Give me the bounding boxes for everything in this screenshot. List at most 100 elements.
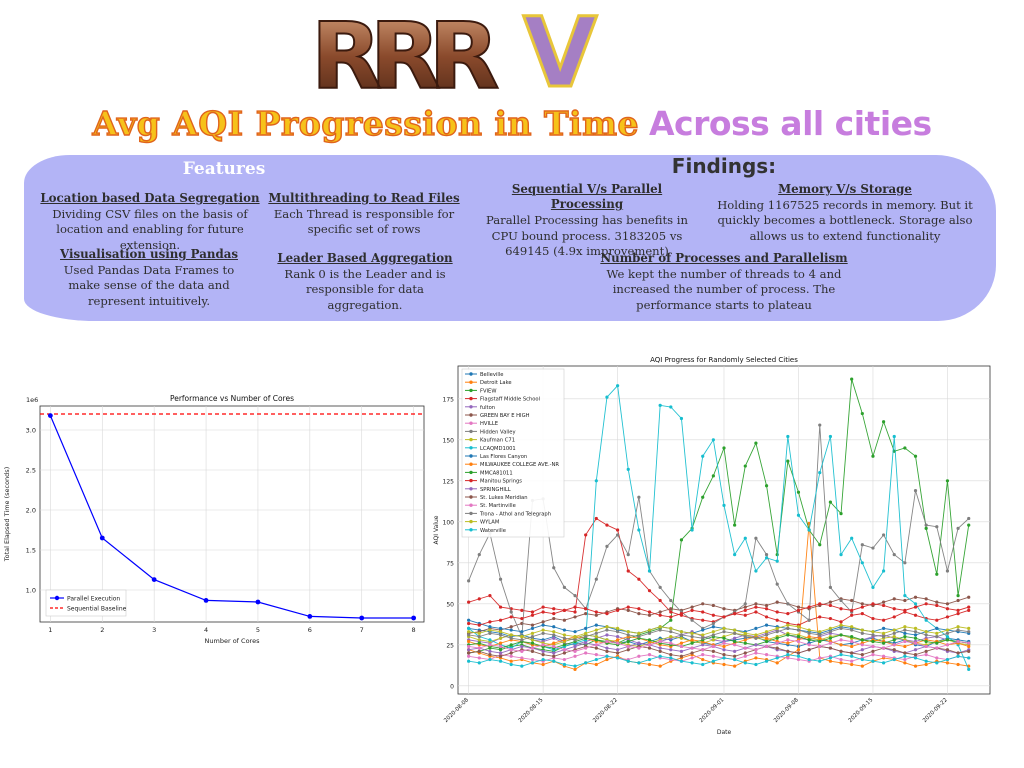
- data-point: [552, 636, 556, 640]
- series-line: [468, 629, 969, 646]
- data-point: [573, 667, 577, 671]
- data-point: [945, 643, 950, 647]
- legend-label: WYLAM: [480, 520, 499, 526]
- data-point: [488, 594, 492, 598]
- data-point: [594, 479, 598, 483]
- data-point: [913, 636, 918, 640]
- data-point: [701, 648, 705, 652]
- data-point: [956, 598, 960, 603]
- data-point: [924, 639, 928, 644]
- feature-multithreading: Multithreading to Read Files Each Thread…: [264, 191, 464, 238]
- data-point: [477, 656, 481, 660]
- data-point: [658, 613, 662, 617]
- data-point: [786, 612, 790, 616]
- title-main: Avg AQI Progression in Time: [92, 103, 640, 143]
- data-point: [956, 594, 960, 598]
- data-point: [828, 646, 832, 650]
- data-point: [488, 625, 492, 629]
- data-point: [828, 603, 832, 608]
- x-tick-label: 3: [152, 626, 156, 634]
- legend-label: Waterville: [480, 528, 506, 534]
- data-point: [796, 625, 801, 629]
- feature-location: Location based Data Segregation Dividing…: [34, 191, 266, 253]
- data-point: [743, 651, 747, 655]
- series-line: [468, 632, 969, 647]
- data-point: [743, 536, 747, 540]
- series-line: [468, 619, 969, 636]
- data-point: [520, 608, 524, 612]
- data-point: [882, 635, 886, 639]
- data-point: [913, 641, 918, 645]
- data-point: [711, 621, 715, 626]
- finding-body: Parallel Processing has benefits in CPU …: [485, 213, 688, 258]
- data-point: [775, 610, 779, 614]
- data-point: [945, 648, 950, 652]
- x-tick-label: 4: [204, 626, 208, 634]
- data-point: [850, 625, 854, 629]
- data-point: [658, 610, 662, 614]
- data-point: [956, 628, 960, 632]
- data-point: [573, 654, 577, 658]
- data-point: [594, 610, 598, 614]
- data-point: [828, 600, 832, 604]
- data-point: [498, 644, 503, 649]
- data-point: [520, 616, 524, 621]
- data-point: [626, 644, 630, 649]
- data-point: [945, 602, 950, 606]
- data-point: [828, 656, 832, 660]
- legend-marker: [469, 478, 473, 483]
- data-point: [754, 648, 758, 652]
- data-point: [509, 615, 513, 619]
- data-point: [701, 662, 705, 667]
- y-scale-label: 1e6: [26, 396, 38, 404]
- data-point: [605, 646, 609, 650]
- data-point: [913, 626, 918, 630]
- y-tick-label: 1.5: [26, 547, 36, 555]
- data-point: [711, 638, 715, 642]
- data-point: [945, 635, 950, 639]
- data-point: [509, 654, 513, 658]
- data-point: [743, 613, 747, 617]
- data-point: [945, 657, 950, 662]
- data-point: [786, 633, 790, 637]
- x-tick-label: 2020-08-22: [592, 697, 619, 724]
- features-heading: Features: [182, 159, 266, 179]
- feature-body: Dividing CSV files on the basis of locat…: [52, 207, 248, 252]
- data-point: [509, 636, 513, 640]
- data-point: [669, 641, 673, 645]
- data-point: [637, 641, 641, 645]
- data-point: [935, 656, 939, 660]
- data-point: [775, 553, 779, 557]
- data-point: [839, 653, 843, 657]
- data-point: [892, 635, 896, 639]
- data-point: [647, 628, 652, 632]
- data-point: [679, 612, 684, 616]
- data-point: [605, 395, 609, 399]
- data-point: [530, 649, 535, 653]
- data-point: [786, 638, 790, 642]
- data-point: [807, 618, 811, 622]
- data-point: [488, 620, 492, 624]
- series-line: [468, 654, 969, 667]
- x-tick-label: 7: [360, 626, 364, 634]
- data-point: [701, 636, 705, 640]
- series-line: [468, 603, 969, 626]
- data-point: [488, 649, 492, 653]
- data-point: [871, 602, 875, 606]
- data-point: [786, 649, 790, 653]
- data-point: [541, 631, 545, 635]
- data-point: [796, 628, 801, 632]
- data-point: [679, 636, 684, 640]
- data-point: [616, 608, 620, 612]
- data-point: [626, 608, 630, 612]
- data-point: [541, 649, 545, 653]
- data-point: [467, 633, 471, 637]
- data-point: [701, 602, 705, 606]
- data-point: [701, 610, 705, 614]
- data-point: [658, 646, 662, 650]
- y-tick-label: 3.0: [26, 427, 36, 435]
- data-point: [743, 641, 747, 645]
- legend-label: GREEN BAY E HIGH: [480, 413, 530, 419]
- data-point: [552, 633, 556, 637]
- legend-label: Flagstaff Middle School: [480, 397, 540, 403]
